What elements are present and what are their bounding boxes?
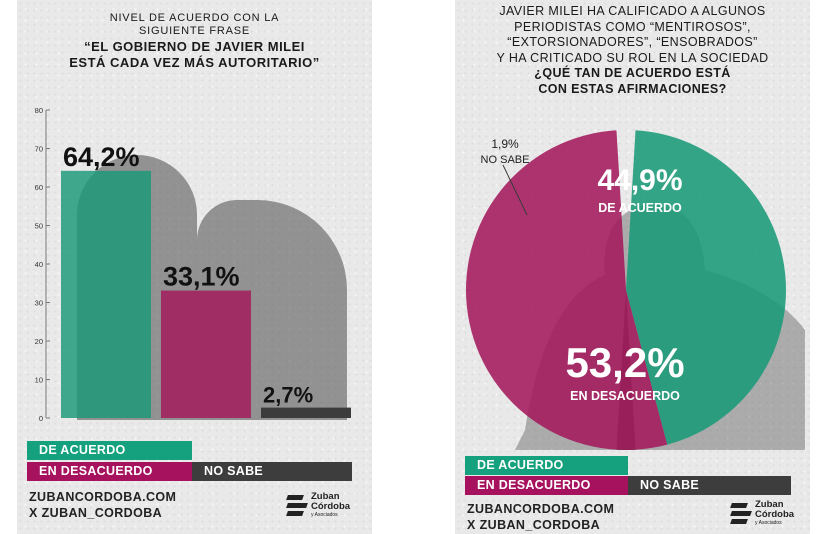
y-tick-label: 60 [35, 183, 43, 192]
title-line: Y HA CRITICADO SU ROL EN LA SOCIEDAD [496, 50, 769, 65]
y-tick-label: 10 [35, 376, 43, 385]
y-tick-label: 30 [35, 299, 43, 308]
bar-value-label: 33,1% [163, 262, 240, 292]
title-line: CON ESTAS AFIRMACIONES? [538, 81, 727, 96]
website-link[interactable]: ZUBANCORDOBA.COM [467, 502, 615, 516]
pie-slice-en-desacuerdo [465, 130, 668, 451]
title-line: ESTÁ CADA VEZ MÁS AUTORITARIO” [69, 55, 320, 70]
pie-value-label-no-sabe: 1,9% [491, 137, 519, 151]
legend-no-sabe: NO SABE [192, 462, 352, 481]
bar-value-label: 2,7% [263, 383, 313, 408]
logo-line: y Asociados [311, 512, 338, 518]
bar-chart: 0 10 20 30 40 50 60 70 80 64,2% 33,1% 2,7% [35, 106, 351, 423]
logo-mark-icon [286, 495, 308, 517]
logo-line: Zuban [755, 499, 784, 510]
logo-mark-icon [730, 503, 752, 525]
logo-line: y Asociados [755, 520, 782, 526]
left-chart-panel: NIVEL DE ACUERDO CON LA SIGUIENTE FRASE … [17, 0, 372, 534]
x-handle-link[interactable]: X ZUBAN_CORDOBA [29, 506, 163, 520]
pie-value-label-en-desacuerdo: 53,2% [565, 339, 684, 386]
pie-value-label-de-acuerdo: 44,9% [597, 164, 682, 197]
title-line: JAVIER MILEI HA CALIFICADO A ALGUNOS [499, 4, 766, 18]
y-tick-label: 20 [35, 337, 43, 346]
bar-de-acuerdo [61, 170, 151, 418]
title-line: NIVEL DE ACUERDO CON LA [109, 12, 280, 24]
title-line: “EL GOBIERNO DE JAVIER MILEI [84, 39, 305, 54]
logo-line: Córdoba [755, 509, 795, 520]
y-tick-label: 50 [35, 222, 43, 231]
legend-en-desacuerdo: EN DESACUERDO [27, 462, 192, 481]
pie-slice-de-acuerdo [626, 130, 786, 445]
legend-en-desacuerdo: EN DESACUERDO [465, 476, 628, 495]
pie-chart: 44,9% DE ACUERDO 53,2% EN DESACUERDO 1,9% NO … [465, 130, 805, 451]
pie-category-label-no-sabe: NO SABE [481, 154, 530, 166]
y-tick-label: 0 [39, 414, 43, 423]
website-link[interactable]: ZUBANCORDOBA.COM [29, 490, 177, 504]
left-chart-title: NIVEL DE ACUERDO CON LA SIGUIENTE FRASE … [17, 12, 372, 70]
legend-no-sabe: NO SABE [628, 476, 791, 495]
title-line: SIGUIENTE FRASE [138, 25, 251, 37]
bar-en-desacuerdo [161, 290, 251, 418]
title-line: “EXTORSIONADORES”, “ENSOBRADOS” [507, 35, 758, 50]
right-chart-title: JAVIER MILEI HA CALIFICADO A ALGUNOS PER… [455, 4, 810, 98]
y-tick-label: 80 [35, 106, 43, 115]
y-tick-label: 40 [35, 260, 43, 269]
legend-de-acuerdo: DE ACUERDO [27, 441, 192, 460]
bar-value-label: 64,2% [63, 142, 140, 172]
logo-line: Zuban [311, 491, 340, 502]
logo-line: Córdoba [311, 501, 351, 512]
legend-de-acuerdo: DE ACUERDO [465, 456, 628, 475]
zuban-cordoba-logo: Zuban Córdoba y Asociados [286, 491, 367, 522]
pie-category-label-de-acuerdo: DE ACUERDO [598, 201, 682, 215]
pie-leader-line [502, 164, 528, 216]
right-chart-panel: JAVIER MILEI HA CALIFICADO A ALGUNOS PER… [455, 0, 810, 534]
zuban-cordoba-logo: Zuban Córdoba y Asociados [730, 499, 806, 530]
title-line: ¿QUÉ TAN DE ACUERDO ESTÁ [534, 66, 731, 81]
y-tick-label: 70 [35, 145, 43, 154]
pie-category-label-en-desacuerdo: EN DESACUERDO [570, 389, 680, 403]
title-line: PERIODISTAS COMO “MENTIROSOS”, [514, 19, 751, 34]
x-handle-link[interactable]: X ZUBAN_CORDOBA [467, 518, 601, 532]
bar-no-sabe [261, 407, 351, 418]
